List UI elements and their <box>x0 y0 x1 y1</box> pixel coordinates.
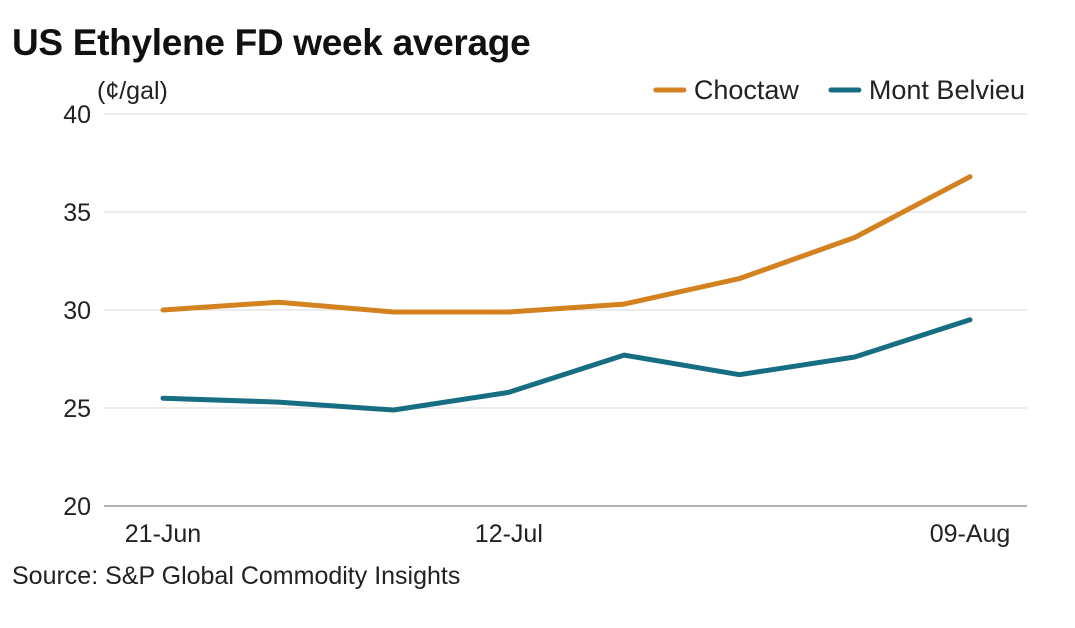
series-line-choctaw <box>160 174 973 315</box>
data-series <box>160 174 973 413</box>
chart-title: US Ethylene FD week average <box>12 22 531 63</box>
source-note: Source: S&P Global Commodity Insights <box>12 562 461 590</box>
y-tick-label-30: 30 <box>63 297 91 325</box>
x-tick-label-09-Aug: 09-Aug <box>930 520 1011 548</box>
y-axis-ticks: 20 25 30 35 40 <box>63 101 91 521</box>
legend: Mont Belvieu Choctaw <box>653 75 1025 105</box>
y-axis-unit-label: (¢/gal) <box>97 77 168 105</box>
legend-label-mont-belvieu: Mont Belvieu <box>869 75 1025 105</box>
series-line-mont-belvieu <box>160 317 973 413</box>
x-tick-label-21-Jun: 21-Jun <box>125 520 201 548</box>
y-tick-label-35: 35 <box>63 199 91 227</box>
y-tick-label-25: 25 <box>63 395 91 423</box>
x-axis-ticks: 21-Jun 12-Jul 09-Aug <box>125 520 1011 548</box>
y-tick-label-40: 40 <box>63 101 91 129</box>
x-tick-label-12-Jul: 12-Jul <box>475 520 543 548</box>
y-tick-label-20: 20 <box>63 493 91 521</box>
legend-label-choctaw: Choctaw <box>694 75 800 105</box>
